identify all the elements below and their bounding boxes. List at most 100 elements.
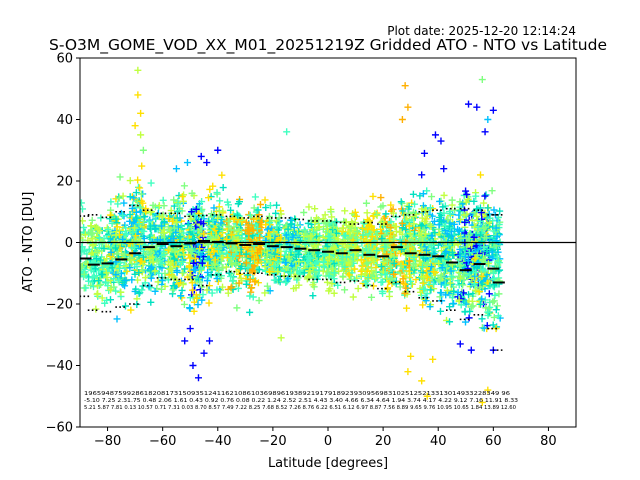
scatter-point-outlier <box>194 374 202 382</box>
annotation-row-stddev: 5.21 5.87 7.81 0.13 10.57 0.71 7.31 0.03… <box>84 405 516 411</box>
scatter-point-outlier <box>429 355 437 363</box>
scatter-point <box>204 261 212 269</box>
scatter-point <box>147 249 155 257</box>
scatter-point <box>208 264 216 272</box>
scatter-point <box>117 288 125 296</box>
scatter-point <box>204 268 212 276</box>
scatter-point <box>209 182 217 190</box>
scatter-point <box>190 259 198 267</box>
scatter-point <box>354 285 362 293</box>
scatter-point <box>208 244 216 252</box>
scatter-point <box>234 211 242 219</box>
scatter-point <box>216 197 224 205</box>
scatter-point-outlier <box>172 165 180 173</box>
scatter-point <box>158 222 166 230</box>
scatter-point <box>188 279 196 287</box>
scatter-point-outlier <box>481 128 489 136</box>
scatter-point-outlier <box>131 122 139 130</box>
scatter-point <box>370 282 378 290</box>
scatter-point-outlier <box>277 334 285 342</box>
scatter-point <box>235 225 243 233</box>
scatter-point-outlier <box>214 146 222 154</box>
scatter-point <box>185 245 193 253</box>
scatter-point <box>166 265 174 273</box>
scatter-point <box>172 263 180 271</box>
scatter-point <box>91 265 99 273</box>
scatter-point <box>140 242 148 250</box>
scatter-point <box>138 286 146 294</box>
scatter-point <box>341 207 349 215</box>
scatter-point <box>488 187 496 195</box>
scatter-point <box>197 265 205 273</box>
scatter-point <box>235 279 243 287</box>
scatter-point <box>236 252 244 260</box>
scatter-point <box>174 200 182 208</box>
scatter-point <box>187 223 195 231</box>
scatter-point <box>190 298 198 306</box>
scatter-point-outlier <box>440 165 448 173</box>
scatter-point <box>93 255 101 263</box>
scatter-point <box>95 277 103 285</box>
scatter-point-outlier <box>137 131 145 139</box>
scatter-point <box>103 273 111 281</box>
y-tick-label: 20 <box>56 175 73 190</box>
scatter-point <box>174 223 182 231</box>
scatter-point <box>215 265 223 273</box>
scatter-point <box>250 204 258 212</box>
scatter-point <box>128 204 136 212</box>
scatter-point <box>80 262 85 270</box>
x-axis-ticks: −80 −60 −40 −20 0 20 40 60 80 <box>94 427 557 449</box>
scatter-point <box>496 207 504 215</box>
scatter-point <box>135 220 143 228</box>
scatter-point <box>186 271 194 279</box>
scatter-point <box>178 258 186 266</box>
scatter-point <box>145 218 153 226</box>
x-tick-label: 20 <box>375 434 392 449</box>
scatter-point <box>159 196 167 204</box>
x-tick-label: −20 <box>259 434 286 449</box>
scatter-point <box>88 274 96 282</box>
scatter-point <box>391 222 399 230</box>
scatter-point-outlier <box>183 159 191 167</box>
scatter-point-outlier <box>134 66 142 74</box>
y-tick-label: −20 <box>46 298 73 313</box>
scatter-point <box>160 251 168 259</box>
scatter-point <box>138 162 146 170</box>
scatter-point <box>209 216 217 224</box>
scatter-point-outlier <box>137 109 145 117</box>
scatter-point <box>130 224 138 232</box>
scatter-point <box>119 212 127 220</box>
scatter-point <box>482 191 490 199</box>
scatter-point <box>147 274 155 282</box>
scatter-point <box>173 268 181 276</box>
y-axis-ticks: −60 −40 −20 0 20 40 60 <box>46 52 80 436</box>
scatter-point <box>170 196 178 204</box>
scatter-point-outlier <box>465 100 473 108</box>
scatter-point <box>242 280 250 288</box>
scatter-point <box>128 276 136 284</box>
scatter-point <box>173 199 181 207</box>
scatter-point <box>254 249 262 257</box>
scatter-point <box>146 254 154 262</box>
scatter-point <box>266 267 274 275</box>
scatter-point <box>212 252 220 260</box>
scatter-point <box>232 259 240 267</box>
scatter-point <box>218 264 226 272</box>
scatter-point <box>103 296 111 304</box>
scatter-point <box>235 198 243 206</box>
scatter-point <box>227 206 235 214</box>
scatter-point <box>208 289 216 297</box>
scatter-point <box>229 245 237 253</box>
scatter-point <box>137 257 145 265</box>
scatter-point <box>245 223 253 231</box>
scatter-point <box>188 189 196 197</box>
scatter-point <box>276 221 284 229</box>
scatter-point <box>160 218 168 226</box>
scatter-point <box>181 265 189 273</box>
scatter-point <box>147 179 155 187</box>
scatter-point <box>116 264 124 272</box>
scatter-point <box>211 256 219 264</box>
scatter-point-outlier <box>473 103 481 111</box>
scatter-point <box>224 198 232 206</box>
